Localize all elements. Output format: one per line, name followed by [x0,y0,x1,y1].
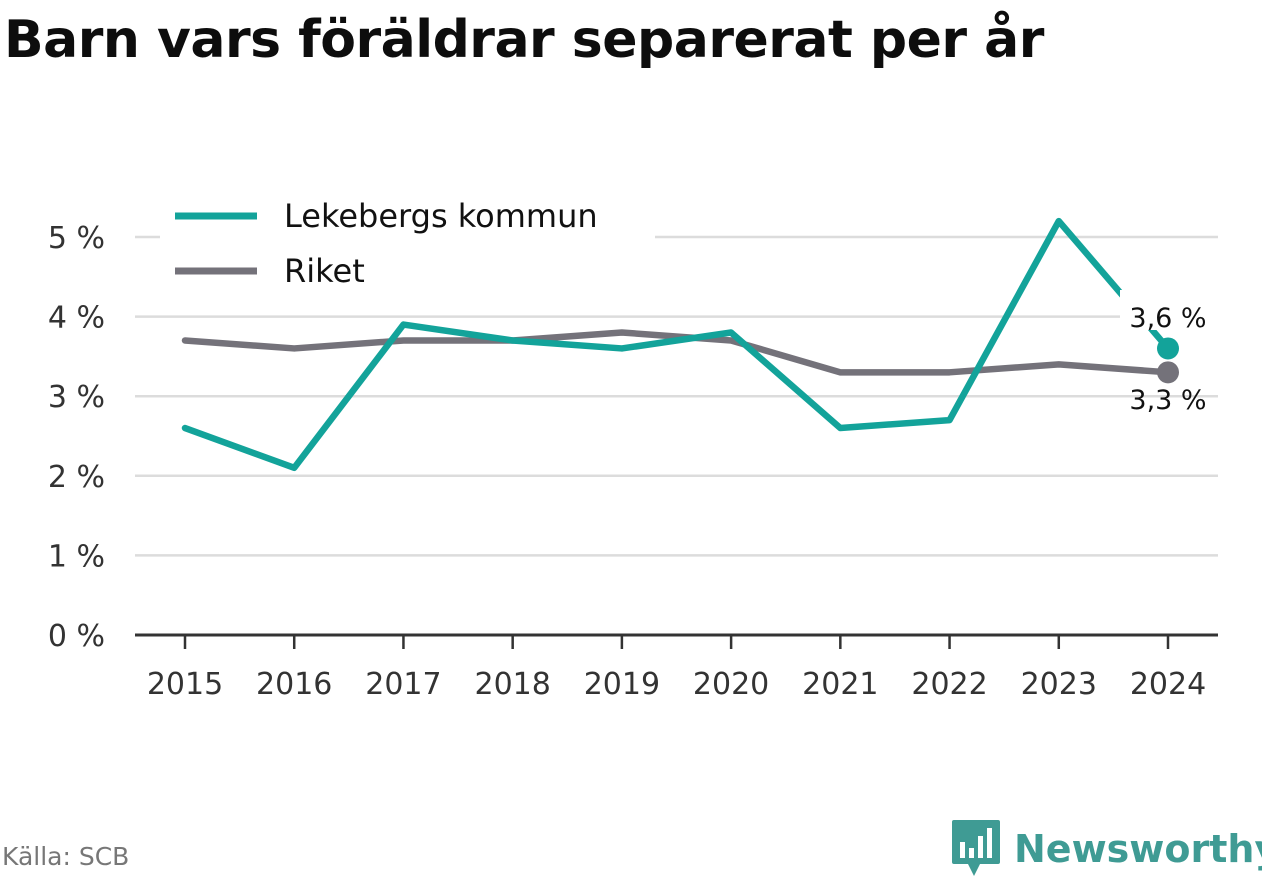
y-tick-label: 1 % [48,539,105,574]
legend-background [160,190,655,300]
series-line-riket [181,329,1172,376]
y-tick-label: 4 % [48,301,105,336]
y-tick-label: 0 % [48,619,105,654]
x-tick-label: 2024 [1130,667,1206,702]
end-label-lekeberg: 3,6 % [1129,303,1206,334]
legend-label: Riket [284,252,365,290]
end-point-lekeberg [1157,337,1179,360]
x-tick-label: 2017 [365,667,441,702]
y-tick-label: 2 % [48,460,105,495]
x-tick-label: 2018 [474,667,550,702]
y-tick-label: 5 % [48,221,105,256]
brand-name: Newsworthy [1014,827,1262,871]
newsworthy-logo[interactable]: Newsworthy [950,818,1262,880]
x-tick-label: 2020 [693,667,769,702]
series-line-lekeberg [181,217,1172,472]
end-label-riket: 3,3 % [1129,385,1206,416]
chart-title: Barn vars föräldrar separerat per år [4,10,1044,70]
x-tick-label: 2016 [256,667,332,702]
x-tick-label: 2019 [584,667,660,702]
grid-lines [135,235,1218,557]
y-axis-ticks: 0 % 1 % 2 % 3 % 4 % 5 % [48,221,105,654]
x-tick-label: 2021 [802,667,878,702]
x-tick-label: 2022 [911,667,987,702]
source-note: Källa: SCB [2,842,130,871]
end-point-riket [1157,361,1179,384]
y-tick-label: 3 % [48,380,105,415]
series-lines: 3,6 % 3,3 % [181,217,1220,472]
x-axis-ticks: 2015 2016 2017 2018 2019 2020 2021 2022 2023 2024 [147,635,1206,702]
x-tick-label: 2015 [147,667,223,702]
bar-chart-bubble-icon [952,820,1000,876]
legend: Lekebergs kommun Riket [160,190,655,300]
x-tick-label: 2023 [1021,667,1097,702]
legend-label: Lekebergs kommun [284,197,598,235]
end-label-halo [1120,290,1220,330]
